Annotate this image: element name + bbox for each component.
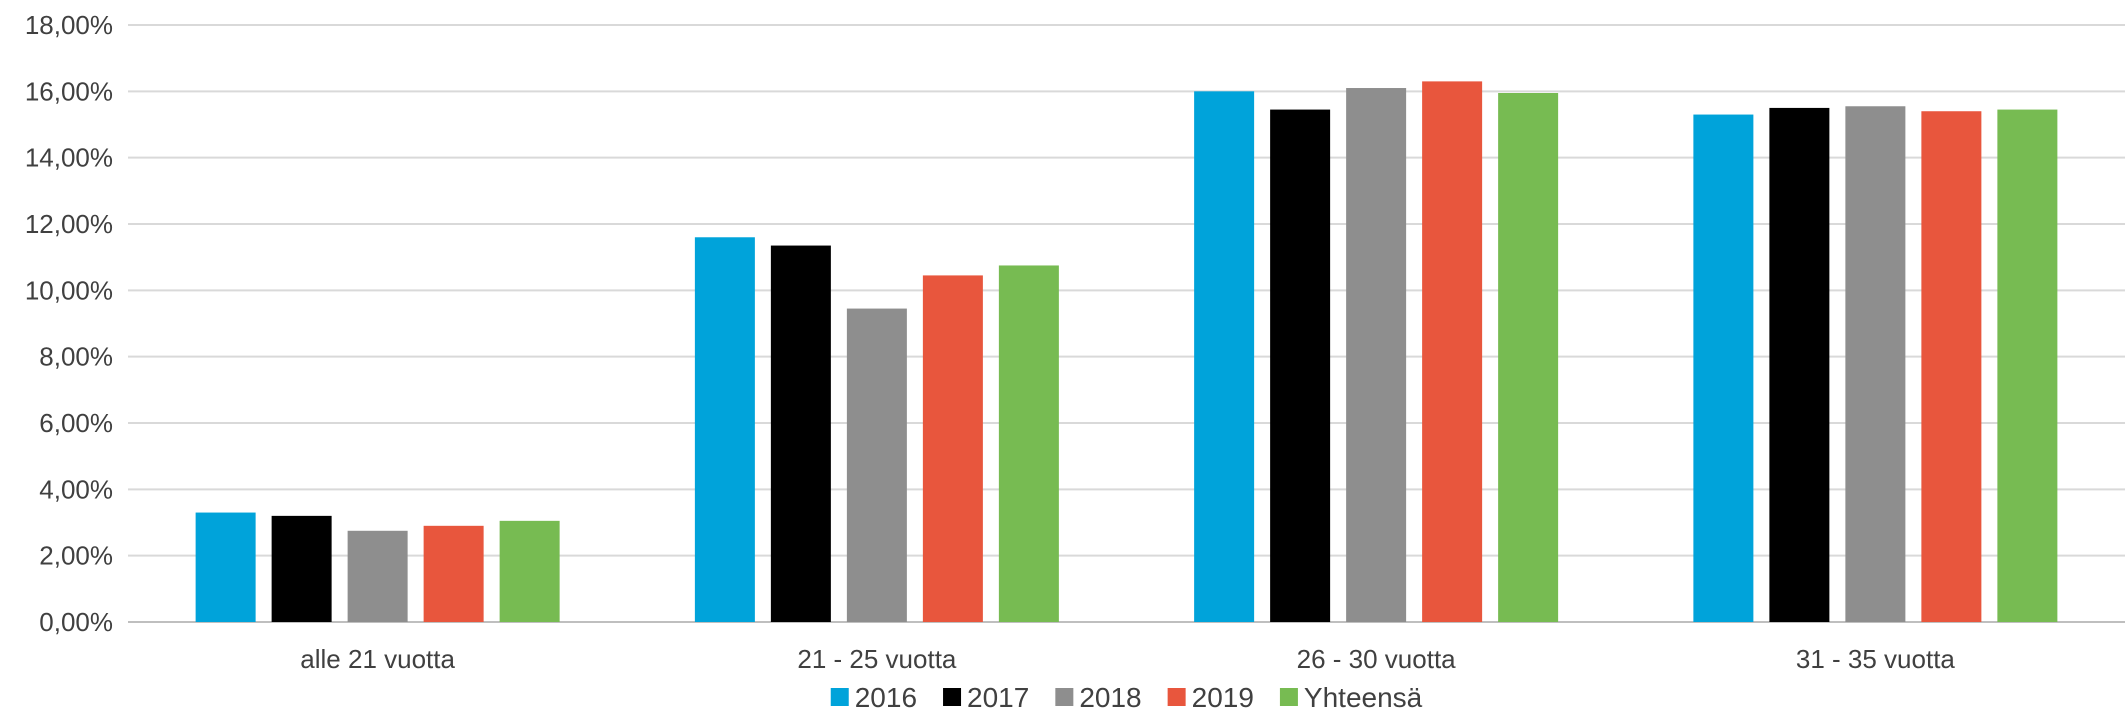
y-tick-label: 14,00% bbox=[25, 143, 113, 173]
legend-label-2016: 2016 bbox=[855, 682, 917, 713]
bar-2019-4 bbox=[1921, 111, 1982, 622]
bar-2018-2 bbox=[846, 308, 907, 622]
bar-2016-4 bbox=[1693, 114, 1754, 623]
bar-2016-1 bbox=[195, 512, 256, 622]
legend-label-yhteensä: Yhteensä bbox=[1304, 682, 1423, 713]
y-tick-label: 18,00% bbox=[25, 10, 113, 40]
bars bbox=[195, 81, 2058, 623]
bar-2017-4 bbox=[1769, 107, 1830, 622]
legend-swatch-2017 bbox=[943, 688, 962, 706]
legend-label-2017: 2017 bbox=[967, 682, 1029, 713]
bar-2018-4 bbox=[1845, 106, 1906, 623]
bar-2018-1 bbox=[347, 530, 408, 622]
x-category-label: 21 - 25 vuotta bbox=[797, 644, 957, 674]
bar-2019-1 bbox=[423, 525, 484, 622]
y-tick-label: 2,00% bbox=[39, 541, 113, 571]
y-tick-label: 16,00% bbox=[25, 76, 113, 106]
legend-label-2018: 2018 bbox=[1079, 682, 1141, 713]
bar-2016-2 bbox=[694, 237, 755, 622]
legend: 2016 2017 2018 2019 Yhteensä bbox=[830, 682, 1423, 713]
y-tick-label: 6,00% bbox=[39, 408, 113, 438]
bar-2019-3 bbox=[1422, 81, 1483, 623]
y-tick-label: 4,00% bbox=[39, 474, 113, 504]
y-axis-tick-labels: 0,00% 2,00% 4,00% 6,00% 8,00% 10,00% 12,00% 14,… bbox=[25, 10, 113, 637]
x-category-label: 31 - 35 vuotta bbox=[1796, 644, 1956, 674]
bar-yhteensä-2 bbox=[998, 265, 1059, 622]
legend-swatch-2018 bbox=[1055, 688, 1074, 706]
legend-swatch-yhteensä bbox=[1279, 688, 1298, 706]
y-tick-label: 8,00% bbox=[39, 342, 113, 372]
bar-yhteensä-1 bbox=[499, 520, 560, 622]
y-tick-label: 10,00% bbox=[25, 275, 113, 305]
bar-yhteensä-3 bbox=[1498, 92, 1559, 622]
x-axis-category-labels: alle 21 vuotta 21 - 25 vuotta 26 - 30 vuot… bbox=[300, 644, 1955, 674]
bar-yhteensä-4 bbox=[1997, 109, 2058, 622]
y-tick-label: 0,00% bbox=[39, 607, 113, 637]
legend-swatch-2019 bbox=[1167, 688, 1186, 706]
x-category-label: alle 21 vuotta bbox=[300, 644, 455, 674]
bar-2019-2 bbox=[922, 275, 983, 622]
x-category-label: 26 - 30 vuotta bbox=[1297, 644, 1457, 674]
bar-2018-3 bbox=[1346, 88, 1407, 623]
bar-2017-3 bbox=[1270, 109, 1331, 622]
bar-2016-3 bbox=[1194, 91, 1255, 623]
bar-2017-1 bbox=[271, 515, 332, 622]
bar-2017-2 bbox=[770, 245, 831, 622]
legend-swatch-2016 bbox=[830, 688, 849, 706]
y-tick-label: 12,00% bbox=[25, 209, 113, 239]
legend-label-2019: 2019 bbox=[1192, 682, 1254, 713]
